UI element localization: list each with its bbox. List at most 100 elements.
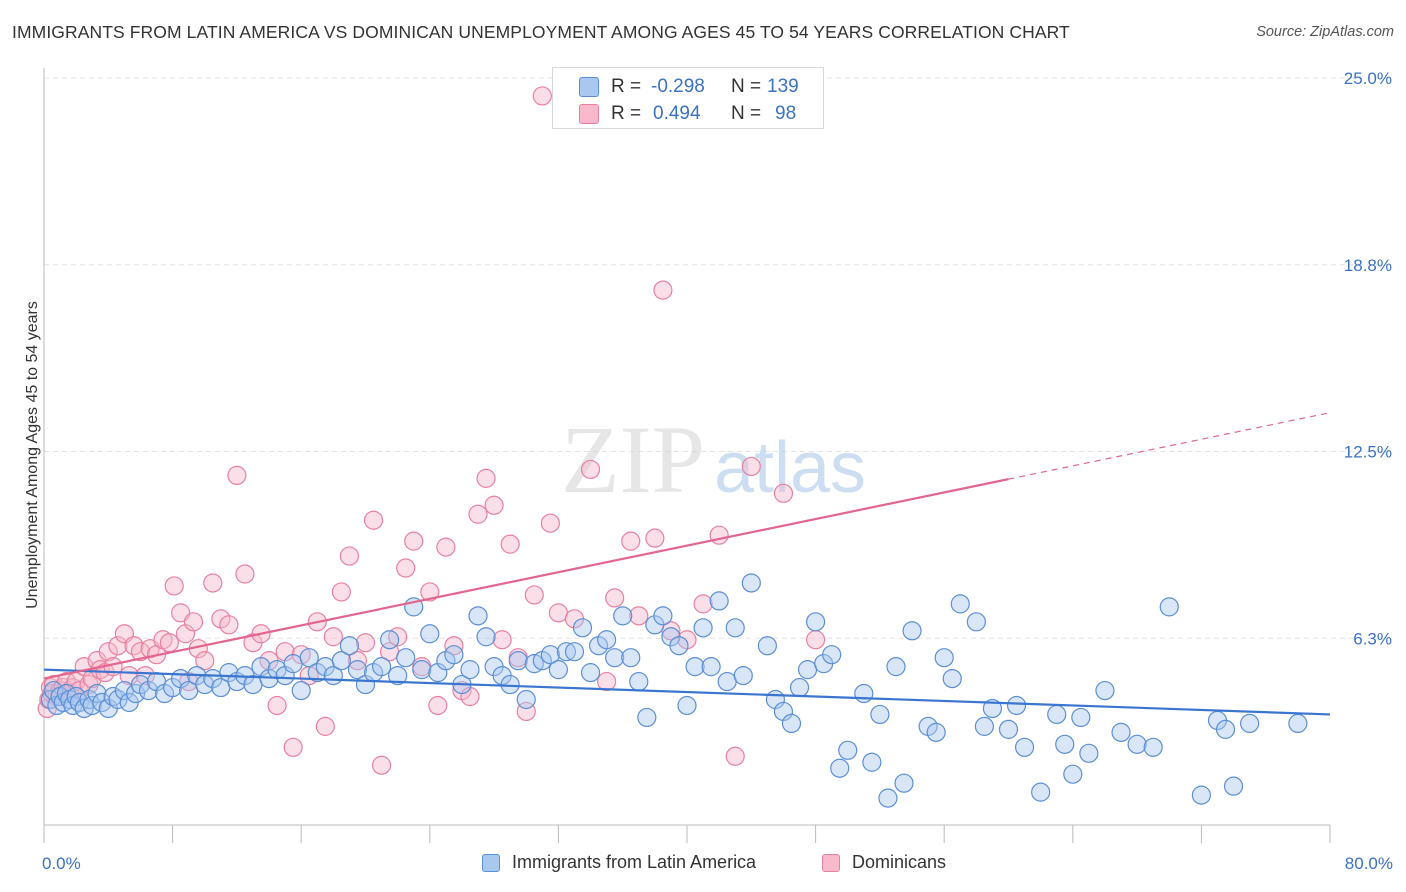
n-label: N = [731,76,762,97]
y-tick-label: 6.3% [1353,629,1392,648]
latin-america-point [380,630,400,650]
dominican-point [363,510,384,530]
latin-america-point [1095,680,1115,701]
dominican-point [532,86,552,106]
latin-america-point [1143,737,1163,757]
dominican-point [331,582,351,602]
latin-america-point [709,591,729,611]
latin-america-point [1127,734,1147,754]
dominican-point [580,459,601,480]
latin-america-point [629,671,649,692]
latin-america-points [40,573,1308,808]
watermark-atlas: atlas [714,428,866,508]
latin-america-point [1159,597,1179,617]
latin-america-point [862,752,882,772]
latin-america-point [789,677,810,698]
latin-america-point [781,713,802,734]
r-label: R = [611,76,642,97]
dominican-point [524,585,544,605]
n-value: 139 [767,76,799,97]
dominicans-points [37,86,826,775]
latin-america-point [757,636,777,656]
latin-america-point [1055,734,1075,754]
latin-america-point [934,648,954,668]
latin-america-point [476,627,496,647]
gridlines [44,77,1392,639]
latin-america-point [838,740,858,760]
latin-america-point [299,648,319,668]
dominican-point [436,537,456,557]
n-label: N = [731,103,762,124]
latin-america-point [998,719,1019,739]
latin-america-point [886,657,906,677]
latin-america-point [556,642,577,662]
dominican-point [621,531,641,551]
n-value: 98 [775,103,797,124]
dominican-trend-extension [1008,412,1331,480]
dominican-point [404,531,424,551]
dominican-point [653,280,673,300]
latin-america-point [460,660,480,680]
latin-america-point [717,671,737,692]
latin-america-point [396,648,416,668]
latin-america-point [291,680,311,701]
latin-america-point [283,654,303,674]
latin-america-point [653,606,673,626]
latin-america-point [1031,782,1051,802]
latin-america-point [1006,695,1027,716]
dominican-point [323,627,343,647]
dominican-point [396,558,416,578]
dominican-point [629,606,649,626]
latin-america-point [572,618,593,638]
latin-america-point [950,594,970,614]
latin-america-point [637,707,657,728]
chart-title: IMMIGRANTS FROM LATIN AMERICA VS DOMINIC… [12,22,1070,42]
latin-america-point [331,651,351,671]
r-label: R = [611,103,642,124]
latin-america-point [1288,713,1308,734]
legend-item-dominicans[interactable]: Dominicans [822,852,946,873]
latin-america-point [982,698,1003,719]
dominican-point [219,615,239,635]
dominican-point [773,483,794,503]
latin-america-point [974,716,994,736]
dominican-point [605,588,625,608]
latin-america-point [669,636,689,656]
latin-america-point [854,683,874,704]
latin-america-point [605,648,625,668]
dominican-point [597,671,617,692]
latin-america-point [741,573,761,593]
zipatlas-watermark: ZIP atlas [561,406,866,513]
dominican-point [108,636,128,656]
latin-america-point [412,660,432,680]
latin-america-point [1047,704,1067,725]
y-tick-label: 12.5% [1344,443,1392,462]
tick-labels: 6.3% 12.5% 18.8% 25.0% 0.0% 80.0% [42,69,1393,873]
latin-america-point [621,648,641,668]
dominican-point [428,695,448,716]
r-value: 0.494 [653,103,701,124]
series-legend: Immigrants from Latin America Dominicans [0,852,1406,878]
latin-america-point [371,657,392,677]
axes [43,68,1331,843]
dominican-point [492,630,512,650]
latin-america-point [797,660,818,680]
dominican-point [159,633,179,653]
latin-america-point [830,758,850,778]
legend-label: Immigrants from Latin America [512,852,757,872]
latin-america-point [548,660,569,680]
blue-swatch [579,77,599,97]
latin-america-point [339,636,360,656]
dominican-trend-line [43,478,1009,680]
latin-america-point [420,624,440,644]
latin-america-point [516,689,536,710]
latin-america-point [564,642,585,662]
dominican-point [709,525,729,545]
legend-item-latin-america[interactable]: Immigrants from Latin America [482,852,756,873]
source-label: Source: ZipAtlas.com [1256,24,1394,40]
dominican-point [227,465,247,486]
latin-america-point [1079,743,1099,763]
watermark-zip: ZIP [561,406,705,513]
y-tick-label: 25.0% [1344,69,1392,88]
trend-lines [43,412,1331,716]
